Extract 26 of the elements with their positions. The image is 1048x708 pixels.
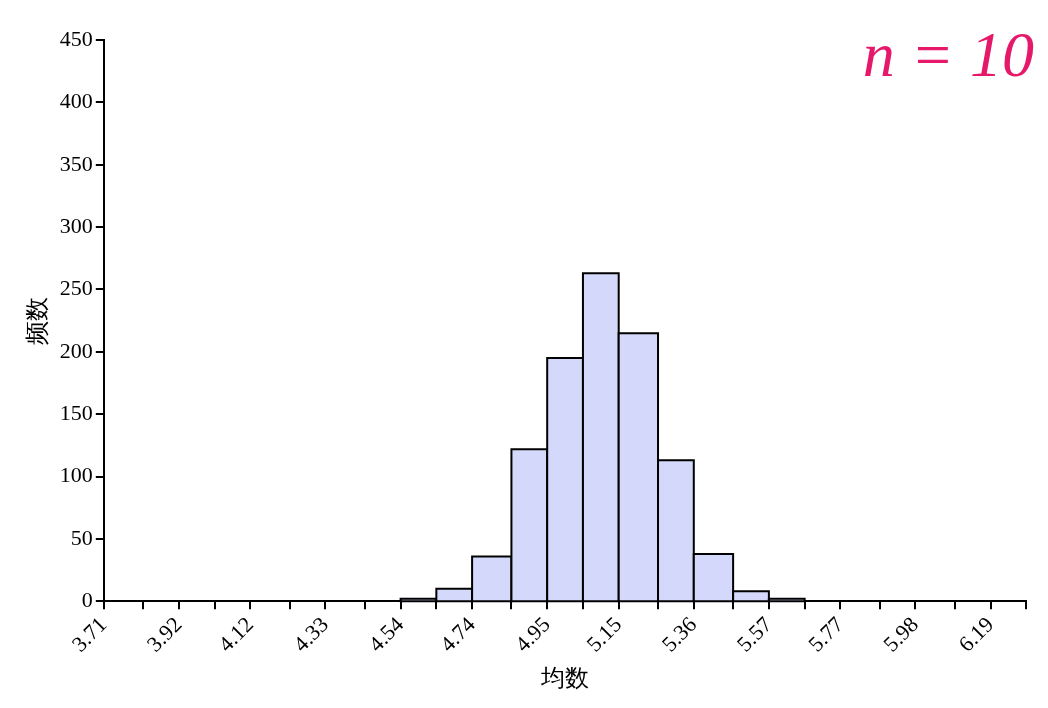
y-tick-label: 450 [59, 25, 93, 51]
x-tick-label: 3.71 [66, 611, 112, 657]
x-tick-label: 5.15 [581, 611, 627, 657]
x-tick-label: 5.36 [656, 611, 702, 657]
x-tick-label: 4.95 [509, 611, 555, 657]
x-tick-label: 4.33 [288, 611, 334, 657]
y-tick-label: 400 [59, 88, 93, 114]
x-tick-label: 3.92 [141, 611, 187, 657]
x-tick-label: 5.57 [731, 611, 777, 657]
y-tick-label: 0 [81, 587, 93, 613]
y-axis-title: 频数 [22, 296, 51, 345]
y-tick-label: 200 [59, 337, 93, 363]
y-tick-label: 50 [70, 524, 93, 550]
y-tick-label: 250 [59, 275, 93, 301]
x-tick-label: 5.98 [878, 611, 924, 657]
y-tick-label: 350 [59, 150, 93, 176]
x-tick-label: 5.77 [803, 611, 849, 657]
annotation: n = 10 [862, 18, 1034, 92]
x-tick-label: 6.19 [953, 611, 999, 657]
x-tick-label: 4.54 [363, 611, 409, 657]
x-axis-title: 均数 [540, 663, 590, 692]
x-tick-label: 4.12 [213, 611, 259, 657]
y-tick-label: 300 [59, 212, 93, 238]
y-tick-label: 150 [59, 399, 93, 425]
y-tick-label: 100 [59, 462, 93, 488]
x-tick-label: 4.74 [434, 611, 480, 657]
